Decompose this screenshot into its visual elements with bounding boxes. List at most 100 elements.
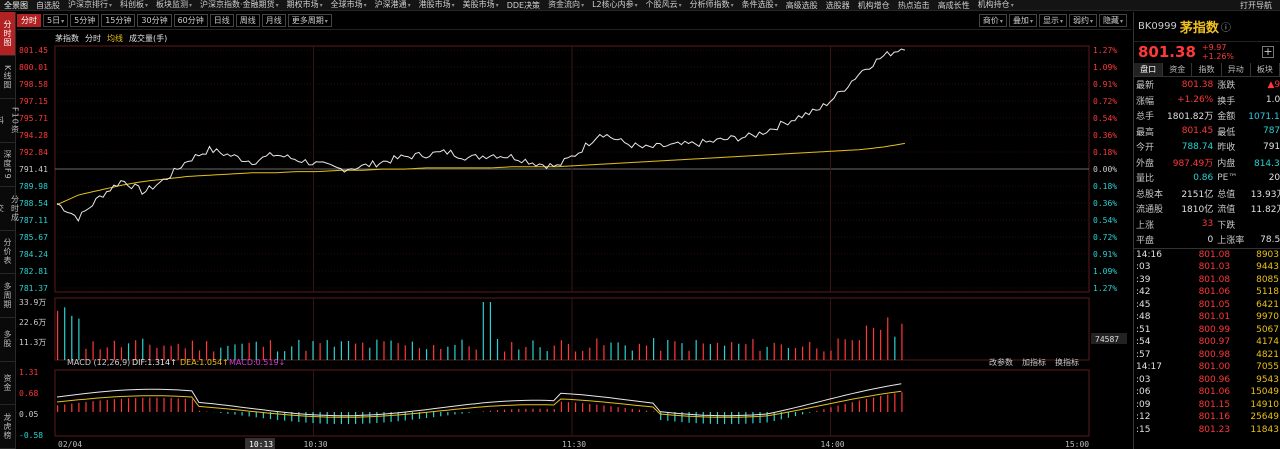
nav-item-0[interactable]: 全景图 — [4, 0, 28, 10]
period-button-5[interactable]: 60分钟 — [173, 14, 208, 27]
tick-time: 14:16 — [1136, 249, 1162, 260]
left-tab-1[interactable]: K线图 — [0, 56, 15, 100]
volume-bar — [340, 341, 343, 360]
period-button-1[interactable]: 5日 — [43, 14, 69, 27]
tick-volume: 9543 — [1256, 374, 1279, 385]
nav-item-7[interactable]: 全球市场 — [327, 0, 371, 10]
tick-row: :03 800.96 9543 — [1134, 374, 1280, 387]
chart-option-1[interactable]: 叠加 — [1008, 14, 1037, 27]
nav-item-12[interactable]: 资金流向 — [544, 0, 588, 10]
open-nav-button[interactable]: 打开导航 — [1240, 1, 1272, 10]
left-tab-8[interactable]: 资金 — [0, 362, 15, 406]
tick-time: :48 — [1136, 312, 1151, 323]
volume-bar — [525, 347, 527, 360]
period-button-2[interactable]: 5分钟 — [70, 14, 100, 27]
volume-bar — [624, 345, 626, 360]
macd-button-2[interactable]: 换指标 — [1055, 357, 1079, 367]
nav-item-20[interactable]: 热点追击 — [897, 0, 930, 10]
nav-item-2[interactable]: 沪深京排行 — [64, 0, 116, 10]
macd-bar — [92, 401, 94, 412]
macd-value-label: MACD:0.519↓ — [229, 358, 285, 367]
quote-tab-2[interactable]: 指数 — [1192, 63, 1222, 76]
left-tab-4[interactable]: 分时成交 — [0, 187, 20, 231]
macd-bar — [553, 409, 555, 412]
nav-item-17[interactable]: 高级选股 — [785, 0, 818, 10]
left-tab-3[interactable]: 深度F9 — [0, 143, 15, 187]
quote-value: 987.49万 — [1172, 158, 1214, 169]
quote-tab-4[interactable]: 板块 — [1251, 63, 1280, 76]
info-icon[interactable]: ⓘ — [1220, 23, 1231, 34]
macd-bar — [241, 412, 243, 416]
pct-tick-label: 0.72% — [1093, 97, 1117, 106]
nav-item-16[interactable]: 条件选股 — [738, 0, 782, 10]
macd-button-1[interactable]: 加指标 — [1022, 357, 1046, 367]
quote-value: 0.86 — [1193, 172, 1214, 183]
period-button-3[interactable]: 15分钟 — [101, 14, 136, 27]
quote-label: 涨跌 — [1217, 81, 1236, 92]
nav-item-13[interactable]: L2核心内参 — [588, 0, 642, 10]
chart-option-4[interactable]: 隐藏 — [1098, 14, 1127, 27]
nav-item-22[interactable]: 机构持仓 — [974, 0, 1018, 10]
quote-tab-3[interactable]: 异动 — [1222, 63, 1251, 76]
nav-item-5[interactable]: 沪深京指数·金融期货 — [196, 0, 283, 10]
macd-bar — [816, 410, 818, 412]
macd-bar — [333, 412, 335, 424]
chart-option-2[interactable]: 显示 — [1038, 14, 1067, 27]
macd-bar — [723, 412, 726, 425]
left-tab-7[interactable]: 多股 — [0, 318, 15, 362]
nav-item-4[interactable]: 板块监测 — [152, 0, 196, 10]
nav-item-14[interactable]: 个股风云 — [642, 0, 686, 10]
nav-item-1[interactable]: 自选股 — [36, 0, 60, 10]
volume-bar — [745, 344, 747, 360]
nav-item-6[interactable]: 期权市场 — [283, 0, 327, 10]
nav-item-19[interactable]: 机构增仓 — [857, 0, 890, 10]
nav-item-9[interactable]: 港股市场 — [415, 0, 459, 10]
chart-option-0[interactable]: 商价 — [978, 14, 1007, 27]
nav-item-3[interactable]: 科创板 — [116, 0, 152, 10]
macd-bar — [127, 398, 130, 412]
quote-value: 2151亿 — [1181, 189, 1214, 200]
macd-button-0[interactable]: 改参数 — [989, 357, 1013, 367]
intraday-chart[interactable]: 801.45 1.27% 800.01 1.09% 798.58 0.91% 797.15 0… — [17, 30, 1131, 449]
tick-volume: 8085 — [1256, 274, 1279, 285]
left-tab-2[interactable]: F10资料 — [0, 99, 20, 144]
volume-bar — [723, 345, 726, 360]
tick-volume: 5118 — [1256, 287, 1279, 298]
add-watchlist-button[interactable]: + — [1262, 44, 1274, 58]
nav-item-15[interactable]: 分析师指数 — [686, 0, 738, 10]
period-button-7[interactable]: 周线 — [235, 14, 260, 27]
left-tab-9[interactable]: 龙虎榜 — [0, 405, 15, 449]
left-tab-0[interactable]: 分时图 — [0, 12, 15, 56]
macd-bar — [78, 402, 80, 412]
nav-item-18[interactable]: 选股器 — [825, 0, 850, 10]
tick-time: :03 — [1136, 262, 1151, 273]
volume-bar — [574, 351, 577, 360]
period-button-8[interactable]: 月线 — [261, 14, 286, 27]
volume-bar — [326, 340, 328, 360]
nav-item-8[interactable]: 沪深港通 — [371, 0, 415, 10]
nav-item-11[interactable]: DDE决策 — [506, 0, 541, 10]
period-toolbar: 分时5日5分钟15分钟30分钟60分钟日线周线月线更多周期 商价叠加显示弱约隐藏 — [17, 12, 1131, 30]
volume-bar — [312, 341, 314, 360]
tick-time: :54 — [1136, 337, 1151, 348]
period-button-4[interactable]: 30分钟 — [137, 14, 172, 27]
tick-row: 14:16 801.08 8903 — [1134, 249, 1280, 262]
quote-tab-0[interactable]: 盘口 — [1134, 63, 1164, 76]
nav-item-10[interactable]: 美股市场 — [459, 0, 503, 10]
period-button-0[interactable]: 分时 — [17, 14, 41, 27]
chart-option-3[interactable]: 弱约 — [1068, 14, 1097, 27]
price-tick-label: 789.98 — [19, 182, 48, 191]
volume-bar — [99, 349, 101, 360]
quote-label: 最新 — [1136, 81, 1155, 92]
price-row: 801.38 +9.97 +1.26% + — [1134, 42, 1280, 61]
pct-tick-label: 0.54% — [1093, 114, 1117, 123]
nav-item-21[interactable]: 高成长性 — [937, 0, 970, 10]
period-button-9[interactable]: 更多周期 — [287, 14, 332, 27]
tick-price: 801.03 — [1198, 262, 1231, 273]
quote-tab-1[interactable]: 资金 — [1163, 63, 1193, 76]
left-tab-6[interactable]: 多周期 — [0, 274, 15, 318]
macd-bar — [567, 402, 570, 412]
volume-bar — [716, 342, 719, 360]
left-tab-5[interactable]: 分价表 — [0, 231, 15, 275]
period-button-6[interactable]: 日线 — [209, 14, 234, 27]
